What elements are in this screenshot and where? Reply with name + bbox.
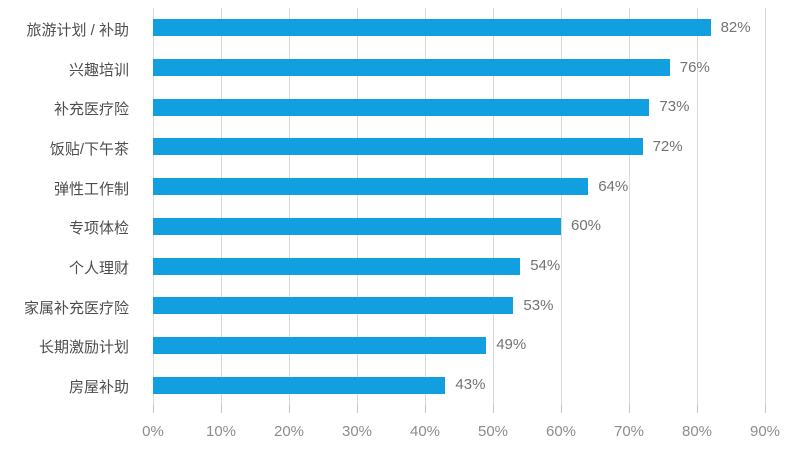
category-label: 旅游计划 / 补助 (26, 21, 129, 39)
gridline (765, 8, 766, 405)
value-label: 73% (659, 98, 690, 116)
plot-area: 0% 10% 20% 30% 40% 50% 60% 70% 80% 90% 82% 76% 73% 72… (142, 8, 780, 440)
category-label: 专项体检 (68, 220, 129, 238)
gridline (697, 8, 698, 405)
x-axis-tick-label: 90% (749, 423, 781, 440)
category-label: 个人理财 (68, 260, 129, 278)
x-axis-tick-label: 0% (142, 423, 164, 440)
x-axis-tick-label: 70% (613, 423, 645, 440)
bar (153, 19, 711, 37)
value-label: 43% (455, 376, 486, 394)
x-axis-tick-label: 20% (273, 423, 305, 440)
x-axis-tick (153, 405, 154, 413)
x-axis-tick (289, 405, 290, 413)
gridline (425, 8, 426, 405)
value-label: 60% (571, 217, 602, 235)
x-axis-tick-label: 40% (409, 423, 441, 440)
value-label: 53% (523, 296, 554, 314)
gridline (153, 8, 154, 405)
bar (153, 297, 514, 315)
bar (153, 138, 643, 156)
value-label: 76% (679, 58, 710, 76)
bar (153, 59, 670, 77)
x-axis-tick (493, 405, 494, 413)
x-axis-tick-label: 80% (681, 423, 713, 440)
category-labels: 旅游计划 / 补助兴趣培训补充医疗险饭贴/下午茶 弹性工作制专项体检个人理财家属补… (0, 8, 141, 405)
bar (153, 336, 487, 354)
x-axis-tick-label: 30% (341, 423, 373, 440)
category-label: 弹性工作制 (53, 180, 129, 198)
gridline (289, 8, 290, 405)
category-label: 饭贴/下午茶 (49, 140, 129, 158)
value-label: 64% (598, 177, 629, 195)
x-axis-tick-label: 10% (205, 423, 237, 440)
x-axis-tick (765, 405, 766, 413)
gridline (493, 8, 494, 405)
category-label: 房屋补助 (68, 379, 129, 397)
bar (153, 217, 561, 235)
x-axis-tick (221, 405, 222, 413)
x-axis-tick (425, 405, 426, 413)
category-label: 家属补充医疗险 (23, 299, 129, 317)
category-label: 兴趣培训 (68, 61, 129, 79)
x-axis-tick (357, 405, 358, 413)
category-label: 长期激励计划 (38, 339, 129, 357)
bar (153, 376, 446, 394)
x-axis-tick-label: 50% (477, 423, 509, 440)
x-axis-tick (697, 405, 698, 413)
x-axis-tick-label: 60% (545, 423, 577, 440)
gridline (561, 8, 562, 405)
value-label: 54% (530, 257, 561, 275)
gridline (629, 8, 630, 405)
value-label: 82% (720, 18, 751, 36)
value-label: 72% (652, 137, 683, 155)
x-axis-tick (561, 405, 562, 413)
bar (153, 178, 589, 196)
gridline (357, 8, 358, 405)
gridline (221, 8, 222, 405)
bar (153, 257, 521, 275)
value-label: 49% (496, 336, 527, 354)
bar (153, 98, 650, 116)
x-axis-tick (629, 405, 630, 413)
category-label: 补充医疗险 (53, 101, 129, 119)
